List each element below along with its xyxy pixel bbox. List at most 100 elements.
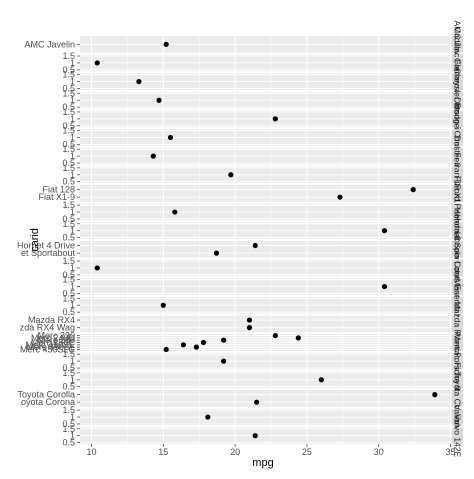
- strip-label: Chrysler Imperial: [453, 68, 463, 132]
- data-point: [432, 392, 438, 398]
- y-tick-label: 1: [70, 77, 75, 87]
- y-tick-label: 1: [70, 282, 75, 292]
- data-point: [213, 250, 220, 256]
- y-tick-label: Merc 280: [37, 335, 75, 345]
- strip-label: Valiant: [453, 404, 463, 430]
- y-tick-label: 1.5: [62, 70, 75, 80]
- y-tick-label: 1: [70, 114, 75, 124]
- strip-label: Maserati Bora: [453, 279, 463, 332]
- y-tick-label: Fiat X1-9: [38, 192, 75, 202]
- strip-background: [452, 241, 463, 258]
- x-tick-label: 30: [374, 447, 384, 457]
- strip-label: Lincoln Continental: [453, 232, 463, 304]
- y-tick-label: 1.5: [62, 256, 75, 266]
- y-tick-label: Merc 280C: [31, 338, 76, 348]
- data-point: [160, 302, 166, 308]
- data-point: [272, 332, 278, 339]
- strip-label: Merc: [453, 333, 463, 353]
- strip-label: Hornet Sportabout: [453, 215, 463, 285]
- strip-background: [452, 352, 463, 370]
- data-point: [163, 346, 169, 353]
- strip-background: [452, 203, 463, 221]
- x-axis-title: mpg: [252, 457, 273, 469]
- y-tick-label: 0.5: [62, 214, 75, 224]
- data-point: [254, 399, 260, 405]
- y-tick-label: 0.5: [62, 121, 75, 131]
- y-tick-label: 0.5: [62, 84, 75, 94]
- strip-background: [452, 185, 463, 202]
- y-tick-label: 1: [70, 226, 75, 236]
- data-point: [228, 172, 234, 178]
- facet-panel: Ford Pantera L0.511.5: [62, 184, 463, 241]
- y-tick-label: 1: [70, 95, 75, 105]
- panel-background: [80, 390, 452, 407]
- data-point: [381, 228, 388, 234]
- y-tick-label: 1.5: [62, 405, 75, 415]
- y-tick-label: 1: [70, 263, 75, 273]
- strip-background: [452, 73, 463, 90]
- y-tick-label: Merc 450SE: [25, 340, 75, 350]
- data-point: [163, 41, 169, 47]
- facet-panel: AMC Javelin AMC Javelin: [24, 20, 463, 68]
- y-tick-label: 1: [70, 58, 75, 68]
- y-tick-label: 0.5: [62, 233, 75, 243]
- data-point: [205, 414, 211, 420]
- y-tick-label: Merc 450SL: [26, 342, 75, 352]
- y-tick-label: et Sportabout: [21, 248, 76, 258]
- data-point: [221, 337, 227, 343]
- data-point: [252, 242, 258, 249]
- y-tick-label: Toyota Corolla: [17, 390, 75, 400]
- data-point: [180, 342, 187, 348]
- y-tick-label: 0.5: [62, 363, 75, 373]
- strip-label: Lotus Europa: [453, 261, 463, 312]
- y-tick-label: 1: [70, 151, 75, 161]
- y-tick-label: 1: [70, 356, 75, 366]
- y-tick-label: Merc 450SLC: [20, 344, 76, 354]
- y-tick-label: 1.5: [62, 163, 75, 173]
- strip-background: [452, 110, 463, 128]
- x-tick-label: 15: [158, 447, 168, 457]
- y-tick-label: 1.5: [62, 200, 75, 210]
- strip-background: [452, 222, 463, 239]
- panel-background: [80, 241, 452, 258]
- y-tick-label: 0.5: [62, 177, 75, 187]
- y-tick-label: 0.5: [62, 102, 75, 112]
- strip-background: [452, 259, 463, 277]
- x-tick-label: 20: [230, 447, 240, 457]
- y-tick-label: 0.5: [62, 438, 75, 448]
- y-tick-label: 0.5: [62, 270, 75, 280]
- strip-label: Volvo 142E: [453, 414, 463, 457]
- x-tick-label: 10: [86, 447, 96, 457]
- y-tick-label: 1: [70, 133, 75, 143]
- y-tick-label: 0.5: [62, 307, 75, 317]
- data-point: [318, 377, 324, 383]
- strip-label: Toyota Corolla: [453, 371, 463, 426]
- strip-label: Ford Pantera L: [453, 184, 463, 241]
- data-point: [246, 317, 253, 323]
- strip-label: AMC Javelin: [453, 20, 463, 68]
- data-point: [252, 433, 258, 439]
- data-point: [337, 194, 343, 200]
- y-tick-label: 1: [70, 431, 75, 441]
- strip-label: Dodge Challenger: [453, 103, 463, 172]
- data-point: [193, 344, 199, 350]
- y-tick-label: 0.5: [62, 158, 75, 168]
- y-tick-label: 1.5: [62, 293, 75, 303]
- y-tick-label: 1.5: [62, 349, 75, 359]
- y-tick-label: 1.5: [62, 275, 75, 285]
- strip-background: [452, 334, 463, 351]
- data-point: [200, 339, 207, 346]
- y-tick-label: 1.5: [62, 126, 75, 136]
- x-axis: 10 15 20 25 30 35: [86, 444, 456, 457]
- strip-background: [452, 296, 463, 314]
